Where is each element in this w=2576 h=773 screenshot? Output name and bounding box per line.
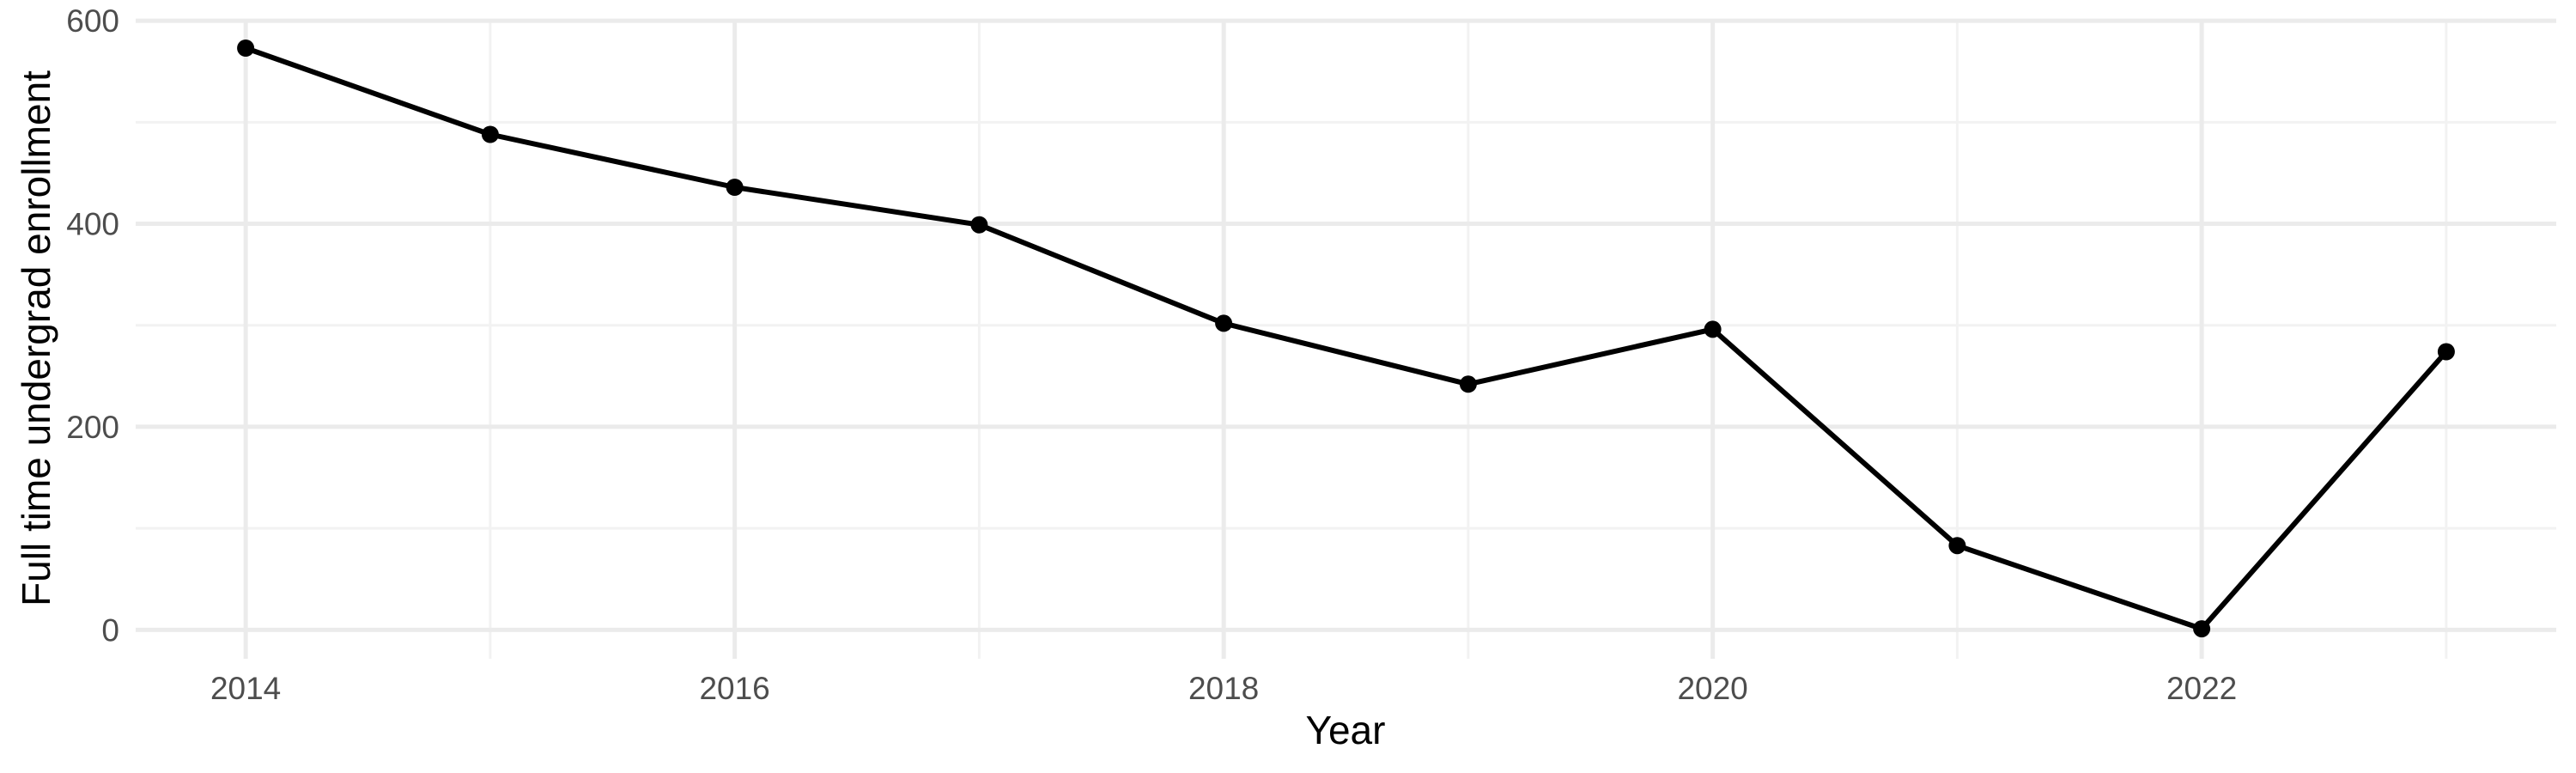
- data-point-2018: [1215, 314, 1233, 332]
- enrollment-series-line: [245, 46, 2449, 632]
- data-point-2016: [726, 179, 744, 196]
- data-point-2014: [237, 40, 255, 57]
- x-tick-label: 2018: [1188, 671, 1259, 706]
- gridlines-major: [136, 18, 2556, 659]
- data-point-2022: [2193, 620, 2211, 638]
- y-tick-label: 0: [101, 612, 119, 648]
- data-point-2023: [2437, 343, 2455, 361]
- y-tick-label: 400: [66, 207, 119, 242]
- x-tick-label: 2020: [1677, 671, 1747, 706]
- x-axis-title: Year: [1306, 708, 1386, 752]
- x-axis-tick-labels: 2014 2016 2018 2020 2022: [210, 671, 2237, 706]
- data-point-2020: [1704, 320, 1722, 338]
- x-tick-label: 2022: [2166, 671, 2237, 706]
- data-point-2021: [1948, 537, 1966, 555]
- data-point-2017: [970, 216, 988, 234]
- y-axis-title: Full time undergrad enrollment: [14, 70, 58, 606]
- gridlines-minor: [136, 19, 2556, 659]
- data-point-2015: [481, 125, 499, 143]
- x-tick-label: 2014: [210, 671, 281, 706]
- data-point-2019: [1459, 375, 1477, 393]
- y-tick-label: 200: [66, 410, 119, 445]
- data-points: [237, 40, 2455, 638]
- x-tick-label: 2016: [699, 671, 769, 706]
- y-axis-tick-labels: 0 200 400 600: [66, 3, 119, 648]
- y-tick-label: 600: [66, 3, 119, 39]
